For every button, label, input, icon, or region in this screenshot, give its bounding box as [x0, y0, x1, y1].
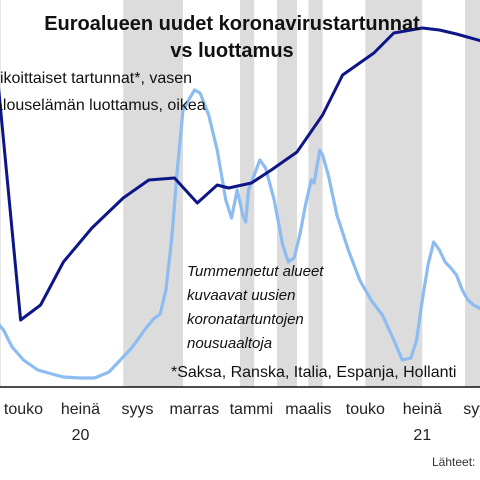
year-label: 20 [72, 427, 90, 444]
source-label: Lähteet: [432, 455, 475, 469]
shaded-period-2 [123, 0, 184, 387]
shaded-period-5 [308, 0, 323, 387]
annotation-line-3: koronatartuntojen [187, 311, 304, 328]
annotation-line-4: nousuaaltoja [187, 335, 272, 352]
series-line-confidence [0, 26, 480, 322]
shaded-periods [0, 0, 480, 387]
x-tick-label: touko [346, 401, 385, 418]
footnote: *Saksa, Ranska, Italia, Espanja, Hollant… [171, 364, 456, 381]
series-layer [0, 26, 480, 380]
shaded-period-1 [0, 0, 1, 387]
x-tick-label: syys [121, 401, 153, 418]
year-labels: 20 21 [72, 427, 432, 444]
series-line-infections [0, 88, 480, 380]
legend-entry-confidence: Talouselämän luottamus, oikea [0, 97, 206, 114]
legend-entry-infections: Viikoittaiset tartunnat*, vasen [0, 70, 192, 87]
x-tick-label: maalis [285, 401, 331, 418]
year-label: 21 [413, 427, 431, 444]
shaded-period-7 [465, 0, 480, 387]
x-tick-label: heinä [403, 401, 442, 418]
shaded-period-6 [365, 0, 423, 387]
x-tick-label: heinä [61, 401, 100, 418]
x-tick-label: marras [170, 401, 220, 418]
annotation-line-2: kuvaavat uusien [187, 287, 295, 304]
x-tick-label: tammi [230, 401, 274, 418]
x-tick-label: touko [4, 401, 43, 418]
shaded-period-4 [277, 0, 297, 387]
annotation-line-1: Tummennetut alueet [187, 263, 324, 280]
x-tick-labels: touko heinä syys marras tammi maalis touko hein… [4, 401, 480, 418]
chart-title-line2: vs luottamus [170, 40, 293, 62]
chart-title-line1: Euroalueen uudet koronavirustartunnat [44, 13, 420, 35]
x-tick-label: syys [463, 401, 480, 418]
